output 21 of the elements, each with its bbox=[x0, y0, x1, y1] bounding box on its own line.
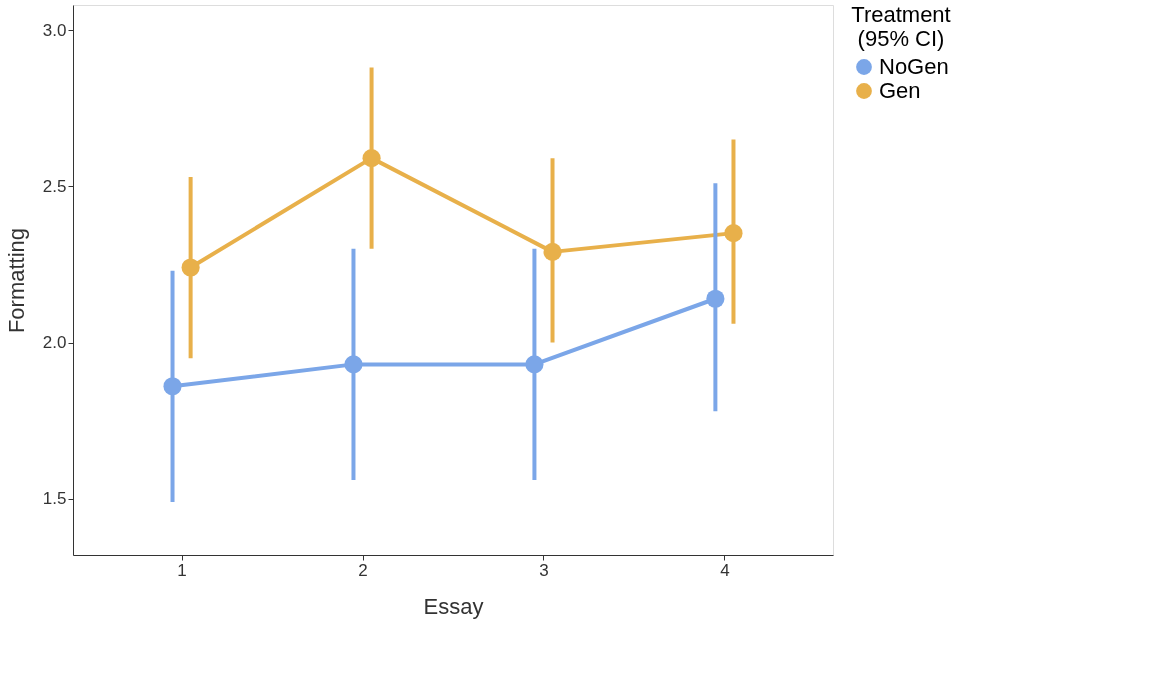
y-tick-label: 2.5 bbox=[42, 176, 67, 196]
y-tick-label: 3.0 bbox=[42, 20, 67, 40]
x-axis-title: Essay bbox=[423, 593, 484, 619]
y-tick-label: 2.0 bbox=[42, 333, 67, 352]
point bbox=[706, 289, 725, 308]
legend-label: Gen bbox=[879, 78, 921, 103]
legend-title: Treatment (95% CI) bbox=[851, 2, 951, 51]
point bbox=[525, 355, 544, 374]
point bbox=[543, 242, 562, 261]
x-tick-label: 1 bbox=[177, 560, 187, 580]
y-axis-title: Formatting bbox=[3, 227, 29, 334]
point bbox=[362, 149, 381, 168]
point bbox=[163, 377, 182, 396]
y-tick-label: 1.5 bbox=[42, 489, 67, 509]
x-tick-label: 4 bbox=[720, 560, 730, 580]
point bbox=[181, 258, 200, 277]
point bbox=[344, 355, 363, 374]
point bbox=[724, 224, 743, 243]
x-tick-label: 2 bbox=[358, 560, 368, 580]
legend-label: NoGen bbox=[879, 54, 949, 79]
x-tick-label: 3 bbox=[539, 560, 549, 580]
